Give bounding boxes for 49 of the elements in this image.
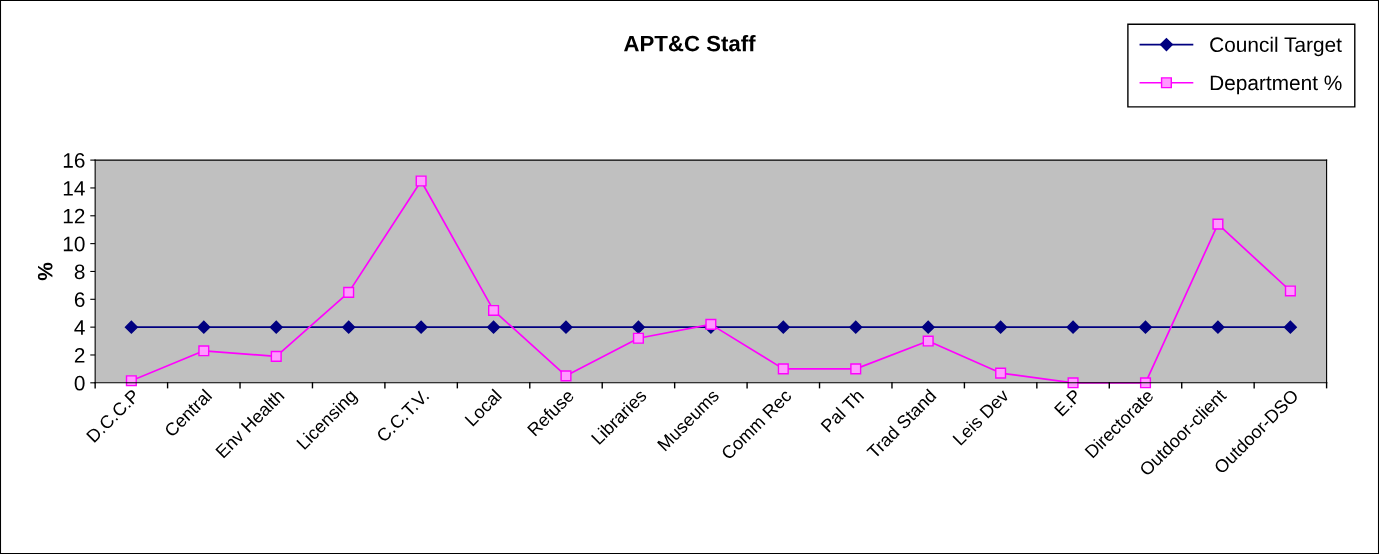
legend-label: Council Target <box>1210 36 1342 57</box>
point <box>1138 320 1153 334</box>
point <box>1211 320 1225 334</box>
point <box>414 320 428 334</box>
point <box>560 370 572 382</box>
point <box>342 320 356 334</box>
point <box>559 320 573 334</box>
y-tick-label: 0 <box>74 375 85 391</box>
y-tick-label: 2 <box>74 347 85 363</box>
point <box>1066 320 1080 334</box>
y-tick-label: 12 <box>63 208 85 224</box>
y-axis-title: % <box>37 262 53 281</box>
point <box>777 363 789 375</box>
x-tick-label: Pal Th <box>820 388 865 433</box>
point <box>124 320 138 334</box>
y-tick-label: 16 <box>63 153 85 168</box>
point <box>632 332 644 344</box>
point <box>488 304 500 316</box>
y-tick-label: 8 <box>74 264 85 280</box>
point <box>486 320 501 334</box>
point <box>343 286 355 298</box>
point <box>197 320 211 334</box>
point <box>1139 377 1152 389</box>
point <box>631 320 646 334</box>
point <box>270 350 282 362</box>
point <box>1212 218 1224 230</box>
point <box>705 318 717 330</box>
point <box>269 320 283 334</box>
chart-title: APT&C Staff <box>624 35 756 52</box>
point <box>415 175 427 187</box>
point <box>850 363 862 375</box>
point <box>125 375 137 387</box>
point <box>1283 320 1297 334</box>
point <box>1067 377 1079 389</box>
point <box>922 335 934 347</box>
point <box>994 320 1008 334</box>
point <box>198 345 210 357</box>
y-tick-label: 10 <box>63 236 85 252</box>
point <box>995 367 1007 379</box>
x-tick-label: Leis Dev <box>952 387 1010 446</box>
y-tick-label: 6 <box>74 292 85 308</box>
point <box>921 320 935 334</box>
point <box>776 320 790 334</box>
y-tick-label: 14 <box>63 181 85 196</box>
point <box>849 320 863 334</box>
point <box>1284 285 1296 297</box>
x-tick-label: E.P <box>1054 388 1082 417</box>
legend-label: Department % <box>1210 75 1342 95</box>
y-tick-label: 4 <box>74 320 85 335</box>
